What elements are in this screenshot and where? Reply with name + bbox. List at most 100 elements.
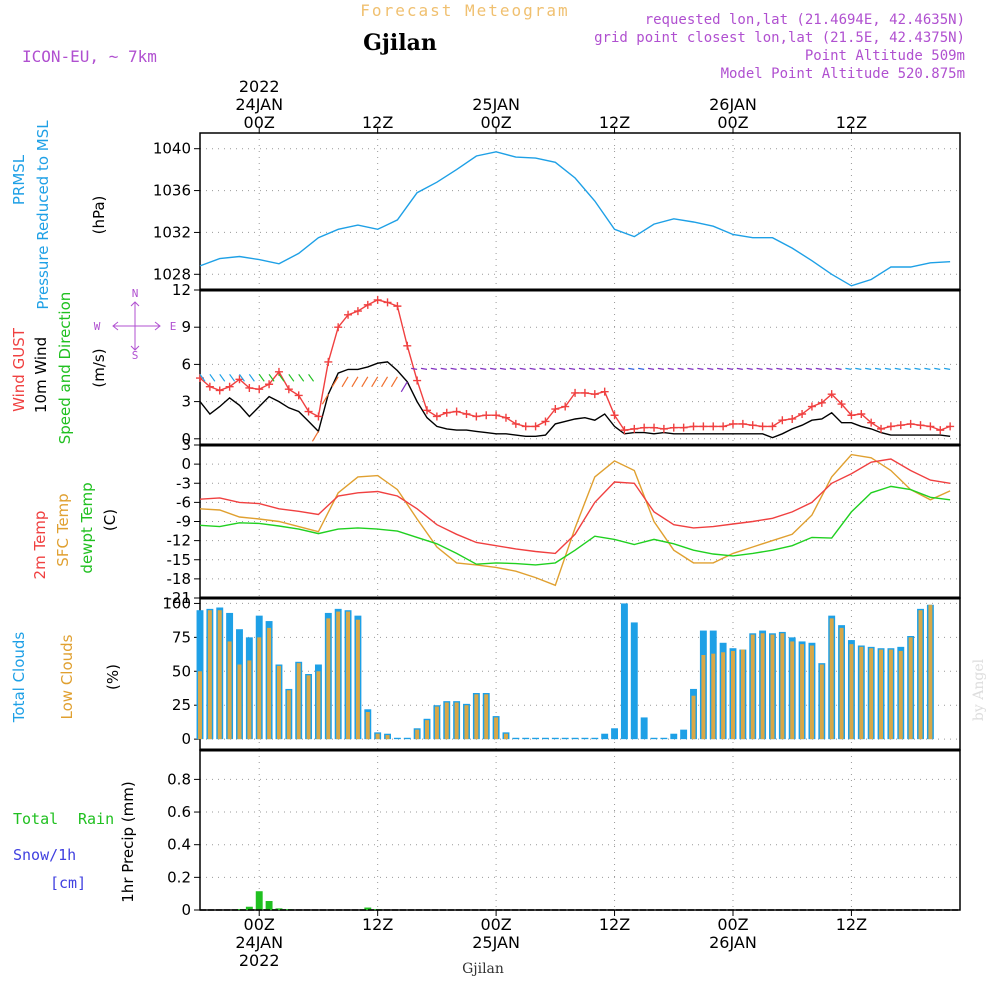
low-cloud-bar: [740, 649, 745, 740]
y-tick-label: 1040: [153, 140, 191, 158]
gust-marker: [353, 307, 362, 316]
top-hour-label: 00Z: [480, 113, 511, 132]
wind-direction-arrow: [509, 367, 516, 370]
wind-direction-arrow: [924, 367, 931, 370]
low-cloud-bar: [888, 649, 893, 740]
low-cloud-bar: [790, 641, 795, 740]
gust-marker: [640, 423, 649, 432]
wind-direction-arrow: [845, 367, 852, 370]
total-cloud-bar: [522, 737, 530, 740]
y-tick-label: 0: [181, 455, 191, 473]
wind-direction-arrow: [420, 367, 428, 370]
gust-marker: [423, 406, 432, 415]
wind-direction-arrow: [944, 367, 951, 370]
total-cloud-bar: [512, 737, 520, 740]
gust-marker: [650, 423, 659, 432]
gust-marker: [205, 382, 214, 391]
wind-direction-arrow: [248, 373, 255, 382]
wind-direction-arrow: [874, 367, 882, 370]
panels: 1028103210361040036912-21-18-15-12-9-6-3…: [153, 132, 961, 919]
wind-direction-arrow: [278, 373, 285, 382]
y-tick-label: 3: [181, 436, 191, 454]
panel-frame: [199, 132, 961, 291]
low-cloud-bar: [494, 717, 499, 740]
low-cloud-bar: [918, 610, 923, 740]
total-cloud-bar: [620, 603, 628, 740]
gust-marker: [886, 422, 895, 431]
wind-direction-arrow: [390, 376, 398, 388]
compass-n: N: [132, 287, 139, 300]
wind-direction-arrow: [707, 367, 714, 370]
pressure-msl-label: Pressure Reduced to MSL: [34, 120, 52, 310]
y-tick-label: -18: [167, 570, 192, 588]
low-cloud-bar: [760, 633, 765, 740]
y-tick-label: -9: [176, 513, 191, 531]
wind-direction-arrow: [746, 367, 753, 370]
top-hour-label: 00Z: [244, 113, 275, 132]
precip-bars: [200, 891, 960, 911]
low-cloud-bar: [839, 627, 844, 740]
gust-marker: [403, 341, 412, 350]
panel-frame: [199, 289, 961, 446]
total-cloud-bar: [640, 717, 648, 740]
rain-bar: [364, 907, 372, 910]
wind-direction-arrow: [697, 367, 704, 370]
low-cloud-bar: [484, 694, 489, 740]
compass-e: E: [170, 320, 177, 333]
gust-marker: [580, 388, 589, 397]
top-hour-label: 12Z: [836, 113, 867, 132]
top-date-label: 26JAN: [709, 95, 757, 114]
gust-marker: [610, 411, 619, 420]
gust-marker: [659, 424, 668, 433]
temperature-series: [199, 453, 951, 587]
gust-marker: [709, 422, 718, 431]
wind-direction-arrow: [766, 367, 773, 370]
gust-marker: [728, 419, 737, 428]
panel-frame: [199, 749, 961, 911]
y-tick-label: 1028: [153, 265, 191, 283]
gust-marker: [788, 414, 797, 423]
precip-cm-label: [cm]: [50, 874, 86, 892]
compass-arrows: [112, 301, 161, 351]
low-cloud-bar: [444, 702, 449, 740]
gust-marker: [521, 422, 530, 431]
low-cloud-bar: [898, 650, 903, 740]
gust-marker: [344, 310, 353, 319]
total-cloud-bar: [542, 737, 549, 740]
gust-marker: [531, 422, 540, 431]
y-tick-label: -15: [167, 551, 192, 569]
clouds-unit: (%): [104, 664, 122, 690]
top-hour-label: 12Z: [362, 113, 393, 132]
top-date-label: 24JAN: [235, 95, 283, 114]
wind-direction-arrow: [825, 367, 832, 370]
total-cloud-bar: [601, 733, 609, 740]
low-cloud-bar: [474, 694, 479, 740]
wind-direction-arrow: [199, 373, 206, 382]
2m-temp-line: [199, 458, 951, 555]
pressure-series: [199, 151, 951, 287]
total-cloud-bar: [571, 737, 579, 740]
y-tick-label: 0.6: [167, 803, 191, 821]
gust-marker: [383, 298, 392, 307]
product-title: Forecast Meteogram: [360, 1, 569, 20]
y-tick-label: -12: [167, 532, 192, 550]
panel-frame: [199, 597, 961, 751]
gust-marker: [511, 419, 520, 428]
gust-marker: [847, 411, 856, 420]
total-cloud-bar: [650, 737, 658, 740]
wind-gust-label: Wind GUST: [10, 327, 28, 412]
gust-marker: [314, 412, 323, 421]
wind-direction-arrow: [805, 367, 813, 370]
wind-direction-arrow: [677, 367, 684, 370]
wind-direction-arrow: [209, 373, 216, 382]
y-tick-label: -6: [176, 493, 191, 511]
low-cloud-bar: [711, 653, 716, 740]
low-cloud-bar: [257, 637, 262, 740]
gust-marker: [916, 421, 925, 430]
low-cloud-bar: [464, 705, 469, 740]
bottom-date-label: 26JAN: [709, 933, 757, 952]
gust-marker: [501, 413, 510, 422]
gust-marker: [265, 380, 274, 389]
gust-marker: [896, 421, 905, 430]
location-title: Gjilan: [363, 30, 437, 56]
